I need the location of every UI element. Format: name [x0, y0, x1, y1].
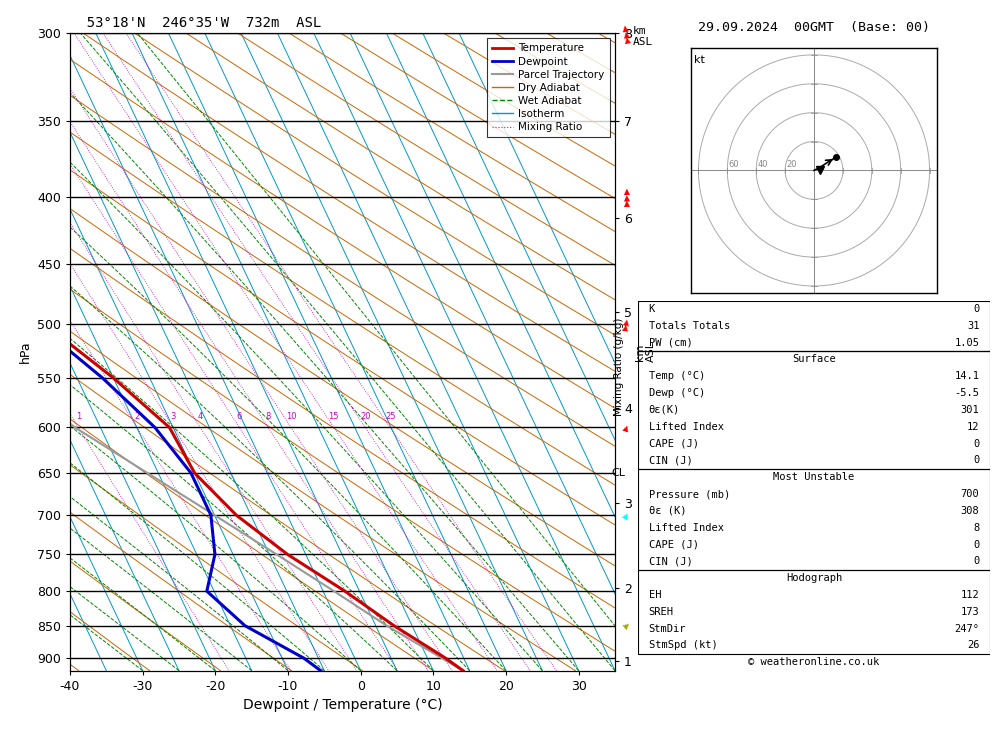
- Y-axis label: km
ASL: km ASL: [635, 342, 656, 362]
- Text: 301: 301: [961, 405, 979, 415]
- Bar: [638, 570, 990, 654]
- Text: 2: 2: [134, 412, 140, 421]
- Text: -5.5: -5.5: [954, 388, 979, 398]
- Text: 8: 8: [265, 412, 271, 421]
- Text: 1: 1: [76, 412, 81, 421]
- Text: CIN (J): CIN (J): [649, 455, 692, 465]
- Text: 173: 173: [961, 607, 979, 616]
- Text: km
ASL: km ASL: [633, 26, 653, 47]
- Text: θε(K): θε(K): [649, 405, 680, 415]
- Text: 1.05: 1.05: [954, 338, 979, 347]
- Text: 112: 112: [961, 590, 979, 600]
- Text: 20: 20: [787, 160, 797, 169]
- Text: Mixing Ratio (g/kg): Mixing Ratio (g/kg): [614, 317, 624, 416]
- Text: 29.09.2024  00GMT  (Base: 00): 29.09.2024 00GMT (Base: 00): [698, 21, 930, 34]
- Text: CAPE (J): CAPE (J): [649, 438, 699, 449]
- Text: 4: 4: [198, 412, 203, 421]
- Bar: [638, 351, 990, 469]
- Text: 20: 20: [360, 412, 370, 421]
- Text: ▶: ▶: [622, 620, 632, 631]
- Text: EH: EH: [649, 590, 661, 600]
- Text: 60: 60: [729, 160, 739, 169]
- Text: © weatheronline.co.uk: © weatheronline.co.uk: [748, 658, 880, 667]
- Text: 3: 3: [171, 412, 176, 421]
- Bar: [638, 469, 990, 570]
- Text: θε (K): θε (K): [649, 506, 686, 516]
- Text: 247°: 247°: [954, 624, 979, 633]
- Bar: [638, 301, 990, 351]
- Text: StmSpd (kt): StmSpd (kt): [649, 641, 717, 650]
- Legend: Temperature, Dewpoint, Parcel Trajectory, Dry Adiabat, Wet Adiabat, Isotherm, Mi: Temperature, Dewpoint, Parcel Trajectory…: [487, 38, 610, 137]
- Text: 6: 6: [237, 412, 242, 421]
- Text: Hodograph: Hodograph: [786, 573, 842, 583]
- Text: 15: 15: [329, 412, 339, 421]
- Text: CIN (J): CIN (J): [649, 556, 692, 567]
- Text: StmDir: StmDir: [649, 624, 686, 633]
- Text: ▶: ▶: [621, 510, 633, 520]
- Text: 0: 0: [973, 455, 979, 465]
- Text: Pressure (mb): Pressure (mb): [649, 489, 730, 499]
- Text: CL: CL: [612, 468, 626, 478]
- Text: PW (cm): PW (cm): [649, 338, 692, 347]
- Text: 0: 0: [973, 438, 979, 449]
- Text: Temp (°C): Temp (°C): [649, 371, 705, 381]
- Text: ▶▶▶: ▶▶▶: [621, 23, 633, 43]
- Text: ▶▶: ▶▶: [621, 317, 633, 331]
- Text: Lifted Index: Lifted Index: [649, 523, 724, 533]
- Text: 8: 8: [973, 523, 979, 533]
- Text: 0: 0: [973, 304, 979, 314]
- Text: 10: 10: [286, 412, 296, 421]
- Text: 26: 26: [967, 641, 979, 650]
- Text: Lifted Index: Lifted Index: [649, 421, 724, 432]
- Text: 14.1: 14.1: [954, 371, 979, 381]
- Text: 53°18'N  246°35'W  732m  ASL: 53°18'N 246°35'W 732m ASL: [70, 16, 321, 31]
- Text: 12: 12: [967, 421, 979, 432]
- Text: kt: kt: [694, 55, 705, 65]
- Text: 308: 308: [961, 506, 979, 516]
- Text: Totals Totals: Totals Totals: [649, 321, 730, 331]
- Y-axis label: hPa: hPa: [18, 341, 31, 363]
- Text: CAPE (J): CAPE (J): [649, 539, 699, 550]
- Text: Most Unstable: Most Unstable: [773, 472, 855, 482]
- Text: SREH: SREH: [649, 607, 674, 616]
- Text: ▶: ▶: [622, 423, 632, 432]
- Text: ▶▶▶: ▶▶▶: [622, 187, 632, 207]
- Text: 25: 25: [385, 412, 395, 421]
- Text: 31: 31: [967, 321, 979, 331]
- Text: K: K: [649, 304, 655, 314]
- Text: 0: 0: [973, 539, 979, 550]
- Text: Surface: Surface: [792, 355, 836, 364]
- Text: 700: 700: [961, 489, 979, 499]
- Text: Dewp (°C): Dewp (°C): [649, 388, 705, 398]
- Text: 40: 40: [758, 160, 768, 169]
- Text: 0: 0: [973, 556, 979, 567]
- X-axis label: Dewpoint / Temperature (°C): Dewpoint / Temperature (°C): [243, 699, 442, 712]
